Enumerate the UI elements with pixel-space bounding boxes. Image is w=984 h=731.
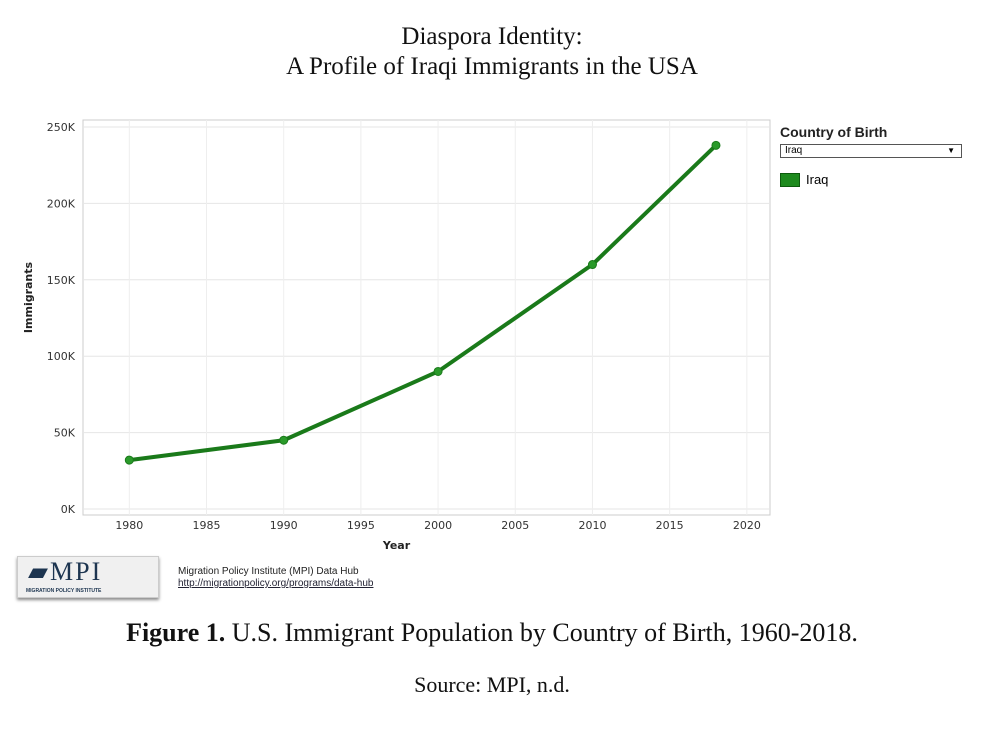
legend: Country of Birth Iraq ▼ Iraq [780,124,970,188]
data-point [711,140,721,150]
title-line-2: A Profile of Iraqi Immigrants in the USA [286,53,698,80]
mpi-logo-text: MPI [50,557,103,586]
y-tick-label: 150K [47,274,76,287]
mpi-logo-mark: ▰MPI [28,557,103,586]
chart-title: Diaspora Identity: A Profile of Iraqi Im… [0,22,984,82]
source-name: Migration Policy Institute (MPI) Data Hu… [178,566,359,577]
x-tick-label: 1980 [115,519,143,532]
legend-swatch [780,173,800,187]
data-point [124,455,134,465]
y-tick-label: 200K [47,197,76,210]
legend-item-label: Iraq [806,172,829,187]
source-info: Migration Policy Institute (MPI) Data Hu… [178,566,373,590]
x-axis-label: Year [382,539,411,552]
figure-caption: Figure 1. U.S. Immigrant Population by C… [0,618,984,648]
chevron-down-icon: ▼ [947,146,955,155]
legend-item-iraq[interactable]: Iraq [780,172,970,188]
x-tick-label: 1985 [193,519,221,532]
country-select-value: Iraq [785,145,803,156]
x-tick-label: 1990 [270,519,298,532]
y-tick-label: 250K [47,121,76,134]
caption-label: Figure 1. [126,618,226,647]
country-select[interactable]: Iraq ▼ [780,144,962,158]
mpi-logo: ▰MPI MIGRATION POLICY INSTITUTE [17,556,159,598]
y-tick-label: 0K [61,503,76,516]
x-tick-label: 2010 [578,519,606,532]
plot-area [82,119,771,516]
y-tick-label: 100K [47,350,76,363]
x-tick-label: 2020 [733,519,761,532]
title-line-1: Diaspora Identity: [401,23,583,50]
source-link[interactable]: http://migrationpolicy.org/programs/data… [178,578,374,589]
x-tick-label: 2015 [656,519,684,532]
x-tick-label: 2005 [501,519,529,532]
caption-text: U.S. Immigrant Population by Country of … [225,618,858,647]
mpi-logo-subtitle: MIGRATION POLICY INSTITUTE [26,588,102,594]
legend-title: Country of Birth [780,124,888,140]
y-axis-label: Immigrants [22,261,35,333]
y-tick-label: 50K [54,427,76,440]
data-point [279,435,289,445]
source-line: Source: MPI, n.d. [414,672,570,697]
data-point [587,260,597,270]
x-tick-label: 1995 [347,519,375,532]
data-point [433,366,443,376]
x-tick-label: 2000 [424,519,452,532]
